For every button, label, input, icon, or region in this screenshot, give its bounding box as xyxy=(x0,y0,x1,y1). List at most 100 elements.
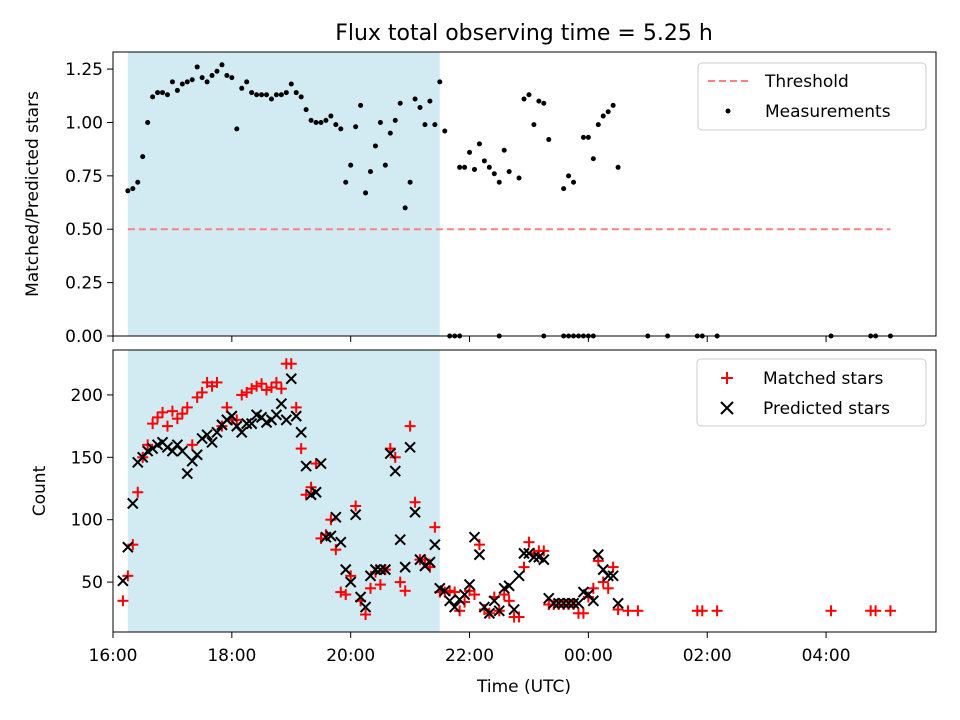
y-tick-label: 0.75 xyxy=(65,167,103,187)
predicted-point-b xyxy=(389,465,401,477)
predicted-point-b xyxy=(379,563,392,576)
ratio-legend-box xyxy=(697,62,927,131)
matched-point xyxy=(711,605,723,617)
measurement-point xyxy=(476,141,482,147)
predicted-point xyxy=(275,397,288,410)
predicted-point-b xyxy=(201,429,213,441)
predicted-point xyxy=(483,607,496,619)
legend-predicted-swatch xyxy=(720,401,734,415)
ratio-legend: Threshold Measurements xyxy=(697,62,927,131)
matched-point xyxy=(270,376,282,388)
predicted-point xyxy=(379,563,392,576)
predicted-point xyxy=(508,603,520,616)
matched-point xyxy=(261,384,273,396)
matched-point xyxy=(157,406,169,418)
measurement-point xyxy=(481,158,487,164)
predicted-point xyxy=(607,570,619,582)
predicted-point-b xyxy=(592,548,604,561)
measurement-point xyxy=(353,124,359,130)
predicted-point-b xyxy=(325,530,337,542)
measurement-point xyxy=(561,186,567,192)
matched-point xyxy=(468,589,480,601)
predicted-point xyxy=(369,563,382,576)
measurement-point xyxy=(501,147,507,153)
matched-point xyxy=(870,605,882,617)
count-x-axis: 16:00 18:00 20:00 22:00 00:00 02:00 04:00 xyxy=(89,632,851,666)
predicted-point-b xyxy=(245,417,258,430)
predicted-point-b xyxy=(330,511,342,523)
predicted-point-b xyxy=(463,578,476,591)
x-tick-label: 00:00 xyxy=(564,646,613,666)
predicted-point xyxy=(552,597,565,610)
measurement-point xyxy=(372,143,378,149)
matched-point xyxy=(350,500,362,512)
measurement-point xyxy=(259,92,265,98)
predicted-point-b xyxy=(528,551,540,563)
predicted-point-b xyxy=(231,420,243,432)
x-tick-label: 02:00 xyxy=(683,646,732,666)
matched-point xyxy=(117,595,129,607)
ratio-y-label: Matched/Predicted stars xyxy=(23,91,43,297)
matched-point xyxy=(409,496,421,508)
predicted-point-b xyxy=(127,497,139,510)
measurement-point xyxy=(199,75,205,81)
predicted-point-b xyxy=(384,447,397,460)
matched-point xyxy=(429,521,441,533)
measurement-point xyxy=(328,113,334,119)
predicted-point-b xyxy=(354,591,367,603)
measurement-point xyxy=(496,179,502,185)
matched-point xyxy=(364,582,376,594)
predicted-point-b xyxy=(122,541,134,553)
matched-point xyxy=(285,358,297,370)
measurement-point xyxy=(254,92,260,98)
matched-point xyxy=(166,405,178,417)
legend-matched-label: Matched stars xyxy=(763,369,883,389)
matched-point xyxy=(592,555,604,567)
count-y-label: Count xyxy=(30,465,50,516)
x-tick-label: 18:00 xyxy=(207,646,256,666)
measurement-point xyxy=(125,188,131,194)
matched-point xyxy=(498,589,510,601)
predicted-point xyxy=(572,597,585,610)
measurement-point xyxy=(323,117,329,123)
predicted-point xyxy=(404,441,416,454)
measurement-point xyxy=(278,92,284,98)
predicted-point-b xyxy=(582,588,595,601)
predicted-point-b xyxy=(607,570,619,582)
measurement-point xyxy=(566,173,572,179)
measurement-point xyxy=(214,68,220,74)
predicted-point-b xyxy=(493,605,505,617)
predicted-point xyxy=(359,601,372,613)
matched-point xyxy=(607,561,619,573)
measurement-point xyxy=(179,81,185,87)
matched-point xyxy=(161,420,173,432)
measurement-point xyxy=(224,72,230,78)
y-tick-label: 0.25 xyxy=(65,274,103,294)
predicted-point xyxy=(206,436,218,449)
matched-point xyxy=(132,486,144,498)
matched-point xyxy=(191,391,203,403)
measurement-point xyxy=(204,79,210,85)
measurement-point xyxy=(585,134,591,140)
predicted-point-b xyxy=(236,426,248,439)
matched-point xyxy=(251,380,263,392)
measurement-point xyxy=(268,96,274,102)
measurement-point xyxy=(457,164,463,170)
matched-point xyxy=(147,418,159,430)
predicted-point xyxy=(518,547,530,560)
measurement-point xyxy=(402,205,408,211)
predicted-point-b xyxy=(335,536,347,548)
predicted-point xyxy=(592,548,604,561)
predicted-point-b xyxy=(513,570,525,582)
matched-point xyxy=(275,383,287,395)
measurement-point xyxy=(194,64,200,70)
predicted-point-b xyxy=(270,409,283,421)
count-legend: Matched stars Predicted stars xyxy=(696,358,927,427)
measurement-point xyxy=(343,179,349,185)
predicted-point-b xyxy=(290,410,302,422)
measurement-point xyxy=(422,122,428,128)
measurement-point xyxy=(264,92,270,98)
predicted-point-b xyxy=(538,553,550,566)
predicted-point xyxy=(176,445,189,457)
